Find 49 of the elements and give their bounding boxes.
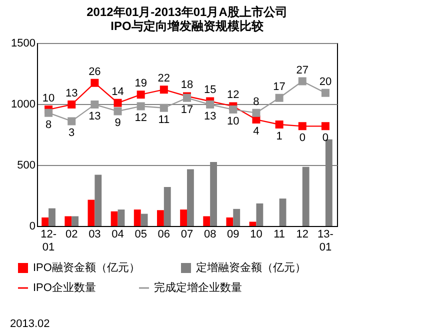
data-label: 19 (134, 78, 147, 90)
x-tick-label: 09 (227, 228, 240, 240)
data-label: 27 (296, 64, 309, 76)
data-label: 4 (253, 126, 260, 138)
data-label: 1 (276, 130, 282, 143)
x-tick-label: 02 (65, 228, 78, 240)
y-tick-label: 500 (17, 160, 36, 172)
legend-label: 完成定增企业数量 (154, 281, 242, 294)
data-label: 12 (134, 112, 147, 124)
x-tick-label: 12-01 (40, 228, 57, 254)
text: 2013.02 (10, 318, 50, 330)
data-label: 8 (253, 96, 260, 108)
x-tick-label: 11 (274, 228, 286, 240)
data-label: 10 (42, 92, 55, 105)
x-tick-label: 13-01 (318, 228, 334, 254)
legend-label: IPO融资金额（亿元） (33, 261, 140, 274)
data-label: 15 (204, 84, 216, 96)
data-label: 17 (180, 104, 194, 116)
data-label: 18 (180, 79, 194, 92)
chart-title: 2012年01月-2013年01月A股上市公司 IPO与定向增发融资规模比较 (86, 5, 288, 33)
data-label: 26 (88, 66, 101, 78)
data-label: 13 (65, 88, 78, 100)
data-label: 17 (273, 80, 286, 93)
data-label: 0 (322, 132, 329, 144)
data-label: 3 (68, 127, 75, 140)
y-tick-label: 0 (29, 220, 36, 232)
y-tick-label: 1000 (11, 98, 36, 110)
y-tick-label: 1500 (11, 38, 36, 50)
data-label: 13 (88, 110, 101, 123)
data-label: 20 (319, 76, 332, 88)
data-label: 8 (45, 118, 52, 131)
x-tick-label: 08 (204, 228, 216, 240)
data-label: 22 (158, 72, 170, 85)
x-tick-label: 12 (296, 228, 309, 240)
data-label: 10 (227, 116, 240, 128)
data-label: 0 (299, 132, 306, 144)
x-tick-label: 10 (250, 228, 262, 240)
data-label: 11 (158, 114, 170, 126)
x-tick-label: 04 (112, 228, 124, 240)
x-tick-label: 03 (88, 228, 101, 240)
legend-label: IPO企业数量 (33, 281, 96, 294)
data-label: 13 (204, 110, 216, 123)
x-tick-label: 05 (134, 228, 147, 240)
x-tick-label: 07 (180, 228, 194, 240)
legend-label: 定增融资金额（亿元） (196, 261, 306, 274)
x-tick-label: 06 (158, 228, 170, 240)
data-label: 14 (112, 86, 124, 98)
data-label: 9 (114, 117, 121, 130)
data-label: 12 (227, 89, 240, 102)
